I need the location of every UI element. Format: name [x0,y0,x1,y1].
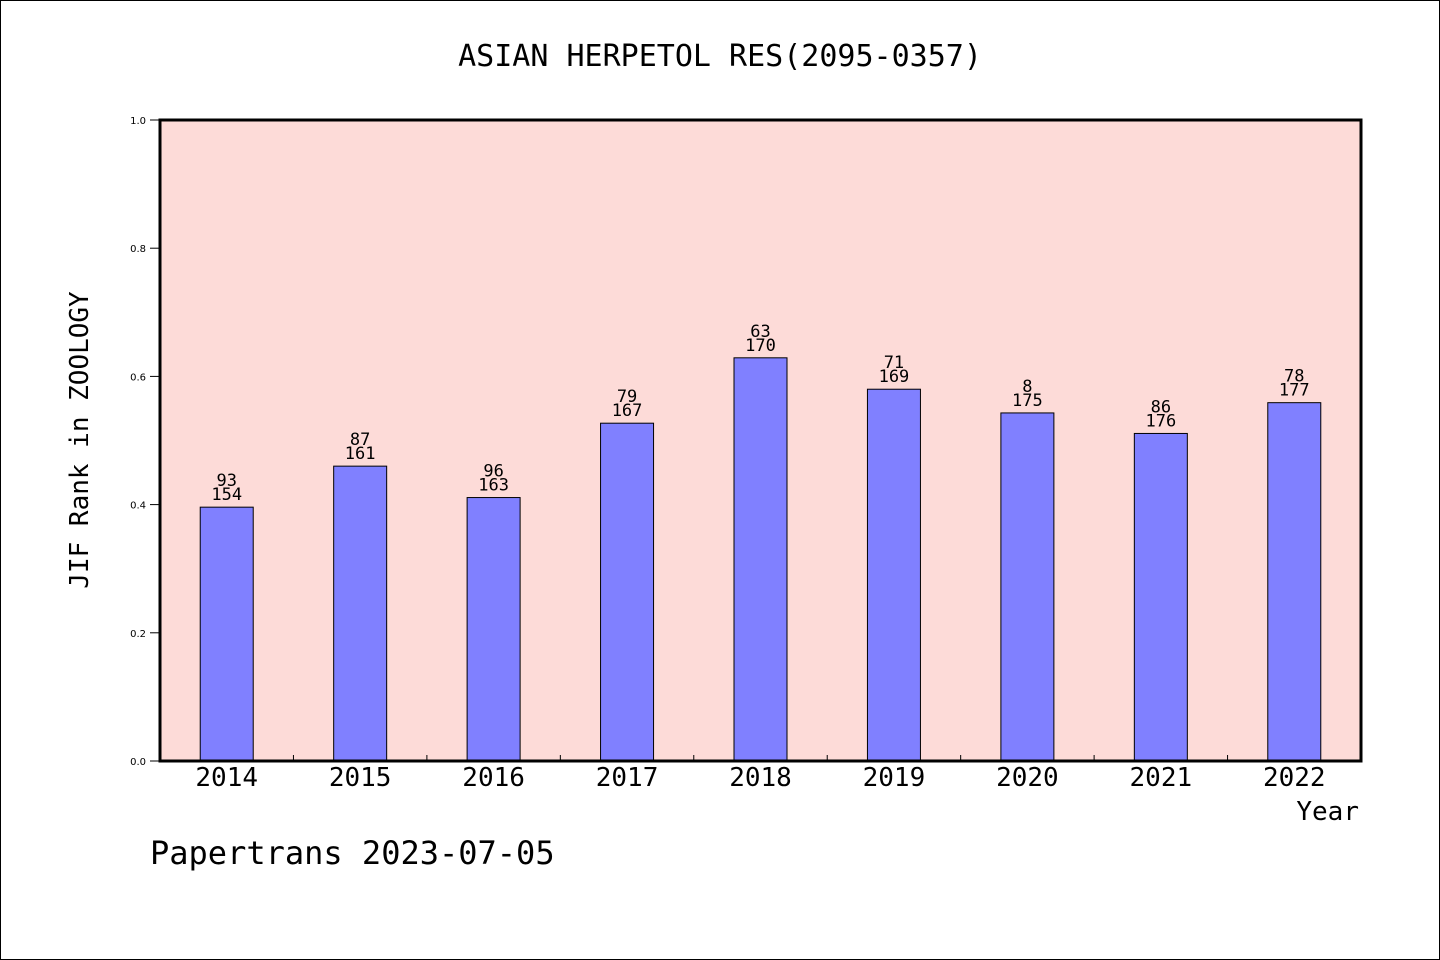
x-tick-label: 2022 [1263,763,1326,793]
bar-rank-label: 93 [216,471,236,491]
footer-source: Papertrans 2023-07-05 [150,834,555,872]
x-axis-label: Year [1296,797,1359,827]
x-tick-label: 2018 [729,763,792,793]
bar [866,388,921,762]
x-tick-label: 2021 [1130,763,1193,793]
bar [199,506,254,762]
bar-total-label: 163 [478,476,509,496]
bar [466,497,521,762]
chart-title: ASIAN HERPETOL RES(2095-0357) [458,39,982,74]
y-tick-label: 0.4 [130,501,146,512]
bar-rank-label: 78 [1284,367,1304,387]
x-tick-label: 2014 [195,763,258,793]
bar-total-label: 169 [879,367,910,387]
bar-total-label: 167 [612,401,643,421]
x-tick-label: 2019 [863,763,926,793]
x-tick-label: 2015 [329,763,392,793]
bar-rank-label: 96 [483,462,503,482]
y-tick-label: 1.0 [130,116,146,127]
bar-rank-label: 86 [1151,397,1171,417]
plot-border [158,118,1363,763]
y-tick-label: 0.8 [130,244,146,255]
y-tick-label: 0.0 [130,757,146,768]
x-tick-label: 2017 [596,763,659,793]
bar [1133,432,1188,762]
y-tick-label: 0.6 [130,372,146,383]
bar [1000,412,1055,762]
bar-total-label: 176 [1145,411,1176,431]
bar-total-label: 170 [745,336,776,356]
x-axis: 2014 2015 2016 2017 2018 2019 2020 2021 2022 [195,755,1326,793]
bar-rank-label: 63 [750,322,770,342]
bar [733,357,788,762]
bar [600,422,655,762]
bar-total-label: 175 [1012,391,1043,411]
bar-rank-label: 8 [1022,377,1032,397]
bar-total-label: 177 [1279,381,1310,401]
bar-total-label: 154 [211,485,242,505]
bar [1267,402,1322,762]
bar-rank-label: 71 [884,353,904,373]
bar-rank-label: 87 [350,430,370,450]
bar [333,465,388,762]
x-tick-label: 2020 [996,763,1059,793]
y-axis: 0.0 0.2 0.4 0.6 0.8 1.0 [130,116,160,768]
x-tick-label: 2016 [462,763,525,793]
y-tick-label: 0.2 [130,629,146,640]
bar-rank-label: 79 [617,387,637,407]
y-axis-label: JIF Rank in ZOOLOGY [65,291,95,589]
bar-total-label: 161 [345,444,376,464]
